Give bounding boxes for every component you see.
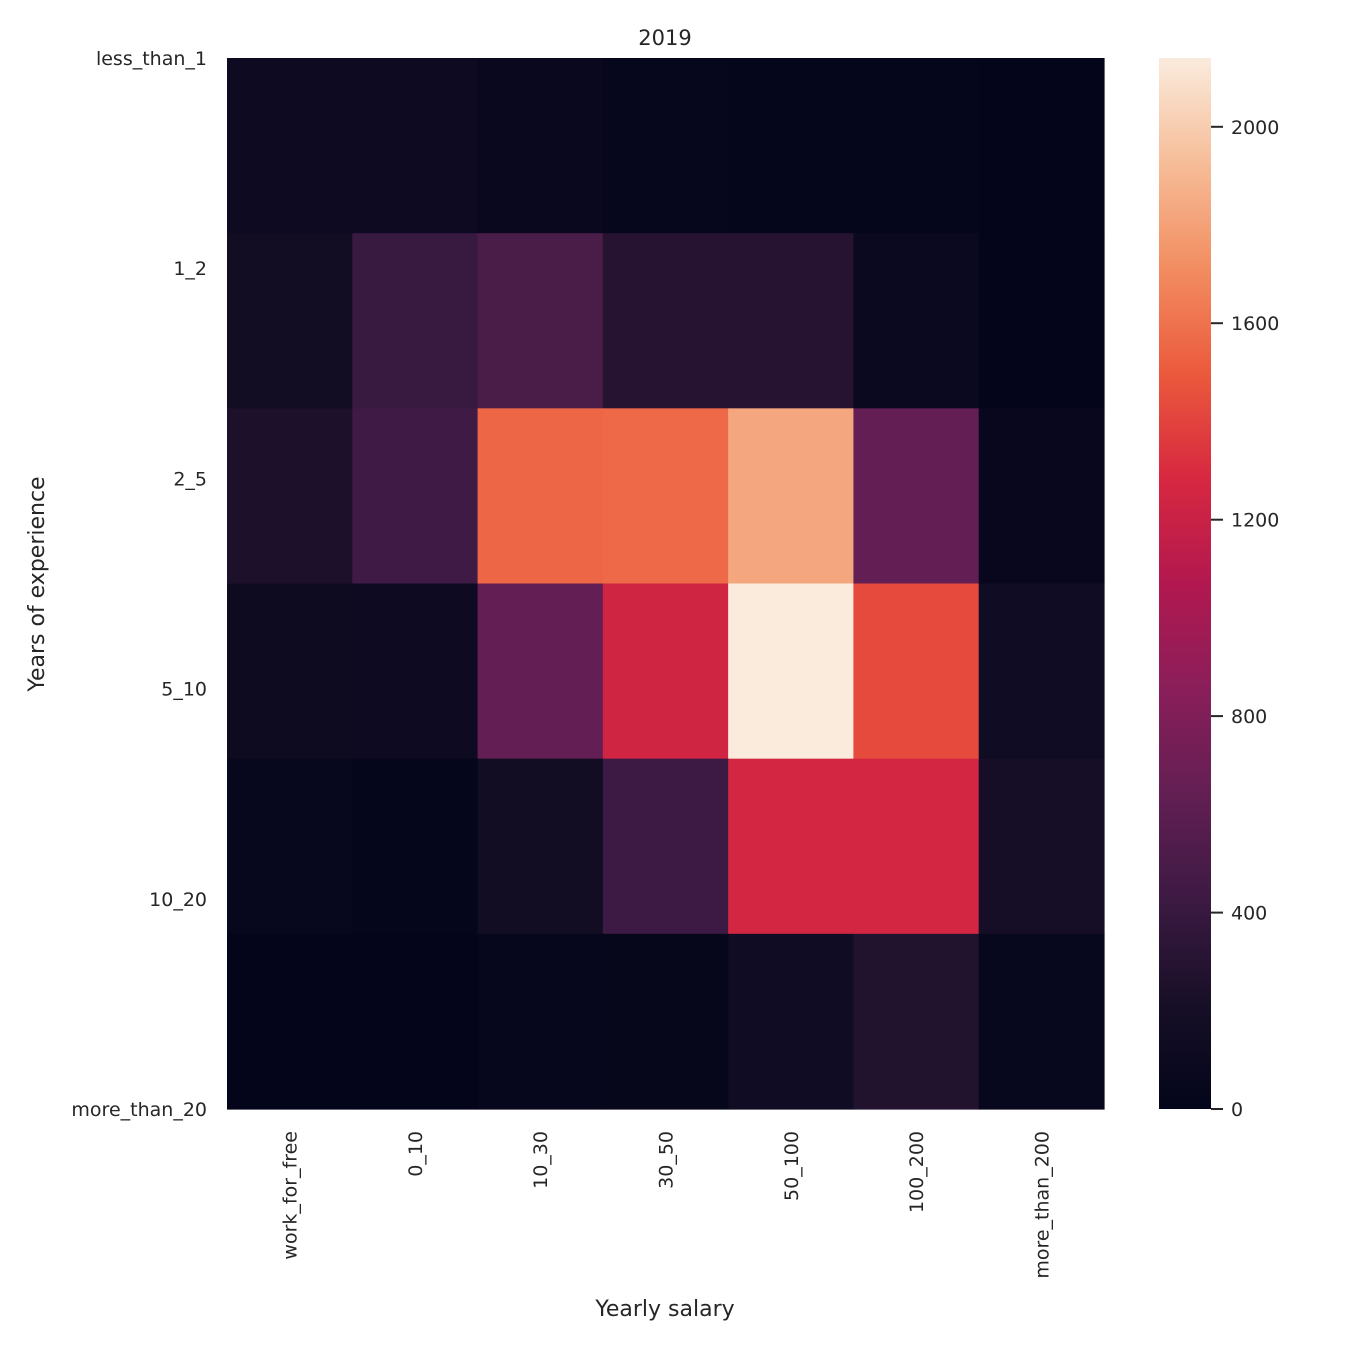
heatmap-cell xyxy=(978,58,1105,234)
heatmap-cell xyxy=(728,408,855,585)
x-tick-label: 10_30 xyxy=(530,1131,552,1189)
x-tick-labels: work_for_free 0_10 10_30 30_50 50_100 100_200… xyxy=(280,1131,1054,1279)
heatmap-cell xyxy=(853,233,980,409)
heatmap-cell xyxy=(352,58,479,234)
heatmap-cell xyxy=(477,933,604,1110)
heatmap-cell xyxy=(477,408,604,585)
heatmap-cells xyxy=(227,58,1105,1110)
heatmap-cell xyxy=(602,933,729,1110)
heatmap-cell xyxy=(227,583,353,760)
colorbar-tick-label: 800 xyxy=(1231,706,1267,728)
heatmap-cell xyxy=(477,58,604,234)
heatmap-cell xyxy=(227,758,353,935)
heatmap-cell xyxy=(602,758,729,935)
heatmap-cell xyxy=(728,583,855,760)
x-tick-label: 100_200 xyxy=(906,1131,928,1213)
y-tick-labels: less_than_1 1_2 2_5 5_10 10_20 more_than_20 xyxy=(71,48,207,1121)
x-axis-label: Yearly salary xyxy=(594,1297,734,1322)
heatmap-cell xyxy=(602,408,729,585)
heatmap-cell xyxy=(352,408,479,585)
colorbar-ticks: 0 400 800 1200 1600 2000 xyxy=(1211,117,1279,1121)
heatmap-cell xyxy=(352,933,479,1110)
heatmap-cell xyxy=(728,233,855,409)
y-tick-label: 5_10 xyxy=(161,679,207,701)
heatmap-cell xyxy=(728,58,855,234)
heatmap-cell xyxy=(728,933,855,1110)
heatmap-cell xyxy=(352,583,479,760)
heatmap-cell xyxy=(728,758,855,935)
heatmap-cell xyxy=(853,408,980,585)
heatmap-cell xyxy=(602,58,729,234)
colorbar-tick-label: 0 xyxy=(1231,1099,1243,1121)
y-axis-label: Years of experience xyxy=(25,476,50,692)
heatmap-cell xyxy=(853,583,980,760)
y-tick-label: less_than_1 xyxy=(96,48,207,70)
x-tick-label: 30_50 xyxy=(656,1131,678,1189)
heatmap-cell xyxy=(853,58,980,234)
colorbar xyxy=(1159,58,1211,1109)
heatmap-cell xyxy=(978,583,1105,760)
heatmap-cell xyxy=(853,758,980,935)
heatmap-cell xyxy=(602,233,729,409)
colorbar-tick-label: 1200 xyxy=(1231,510,1279,532)
colorbar-tick-label: 400 xyxy=(1231,903,1267,925)
heatmap-cell xyxy=(352,233,479,409)
colorbar-tick-label: 2000 xyxy=(1231,117,1279,139)
x-tick-label: more_than_200 xyxy=(1031,1131,1053,1279)
heatmap-cell xyxy=(978,408,1105,585)
heatmap-cell xyxy=(352,758,479,935)
x-tick-label: 0_10 xyxy=(405,1131,427,1177)
x-tick-label: work_for_free xyxy=(280,1131,302,1260)
heatmap-cell xyxy=(227,58,353,234)
colorbar-tick-label: 1600 xyxy=(1231,313,1279,335)
heatmap-cell xyxy=(227,408,353,585)
heatmap-cell xyxy=(602,583,729,760)
heatmap-cell xyxy=(477,233,604,409)
heatmap-cell xyxy=(978,933,1105,1110)
heatmap-cell xyxy=(227,233,353,409)
y-tick-label: 2_5 xyxy=(173,468,207,490)
heatmap-cell xyxy=(978,758,1105,935)
heatmap-cell xyxy=(978,233,1105,409)
y-tick-label: 10_20 xyxy=(149,889,207,911)
y-tick-label: more_than_20 xyxy=(71,1099,207,1121)
heatmap-cell xyxy=(853,933,980,1110)
y-tick-label: 1_2 xyxy=(173,258,207,280)
x-tick-label: 50_100 xyxy=(781,1131,803,1201)
chart-title: 2019 xyxy=(638,26,691,50)
heatmap-cell xyxy=(227,933,353,1110)
heatmap-cell xyxy=(477,758,604,935)
heatmap-cell xyxy=(477,583,604,760)
